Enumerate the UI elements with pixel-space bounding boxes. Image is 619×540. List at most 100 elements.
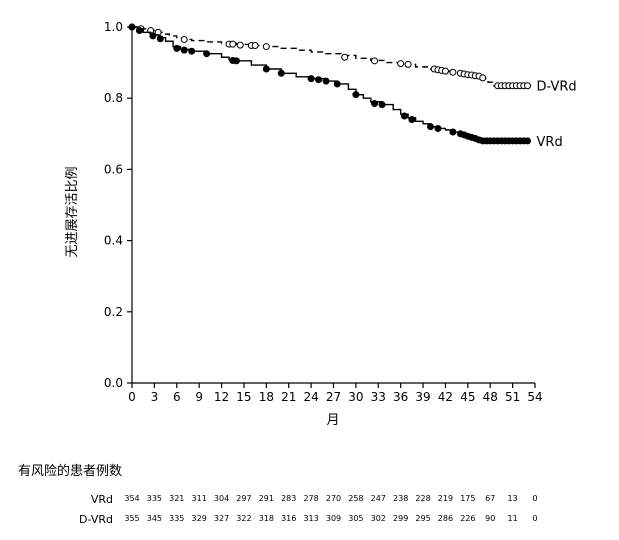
censor-mark-d-vrd (524, 82, 532, 90)
x-tick-label: 39 (415, 390, 430, 404)
censor-mark-vrd (180, 46, 188, 54)
censor-mark-vrd (352, 91, 360, 99)
censor-mark-vrd (378, 101, 386, 109)
x-tick-label: 9 (195, 390, 203, 404)
censor-mark-vrd (307, 75, 315, 83)
risk-count: 283 (281, 494, 297, 503)
risk-count: 345 (146, 514, 163, 523)
series-line-d-vrd (132, 26, 528, 87)
x-tick-label: 48 (483, 390, 498, 404)
censor-mark-vrd (277, 69, 285, 77)
risk-count: 354 (124, 494, 140, 503)
censor-mark-vrd (427, 123, 435, 131)
censor-mark-vrd (173, 44, 181, 52)
risk-table-title: 有风险的患者例数 (18, 464, 123, 479)
risk-count: 299 (393, 514, 409, 523)
censor-mark-vrd (408, 116, 416, 124)
risk-count: 247 (370, 494, 386, 503)
censor-mark-vrd (371, 100, 379, 108)
risk-count: 318 (258, 514, 274, 523)
y-tick-label: 0.8 (104, 91, 123, 105)
censor-mark-vrd (188, 47, 196, 55)
risk-count: 335 (146, 494, 163, 503)
x-tick-label: 33 (371, 390, 386, 404)
series-label-d-vrd: D-VRd (537, 80, 577, 95)
risk-count: 322 (236, 514, 252, 523)
risk-count: 309 (325, 514, 342, 523)
risk-row-label: D-VRd (79, 513, 113, 526)
series-label-vrd: VRd (537, 135, 563, 150)
censor-mark-d-vrd (229, 40, 237, 48)
x-tick-label: 54 (527, 390, 542, 404)
censor-mark-d-vrd (180, 35, 188, 43)
censor-mark-vrd (333, 80, 341, 88)
risk-row: D-VRd 355 345 335 329 327 322 318 316 313 309 305 30… (0, 513, 619, 527)
x-axis-label: 月 (326, 413, 339, 428)
x-tick-label: 30 (348, 390, 363, 404)
x-tick-label: 51 (505, 390, 520, 404)
risk-count: 311 (191, 494, 207, 503)
censor-mark-vrd (203, 50, 211, 58)
x-tick-label: 6 (173, 390, 181, 404)
risk-count: 335 (169, 514, 185, 523)
risk-count: 226 (460, 514, 476, 523)
x-tick-label: 12 (214, 390, 229, 404)
risk-count: 329 (191, 514, 207, 523)
risk-row-label: VRd (90, 493, 113, 506)
risk-count: 321 (169, 494, 185, 503)
km-chart: 无进展存活比例 月 0 3 6 9 12 15 18 21 24 27 30 33 36 39 42 45 48… (65, 20, 577, 428)
risk-count: 327 (213, 514, 230, 523)
censor-mark-d-vrd (371, 57, 379, 65)
risk-count: 90 (485, 514, 496, 523)
risk-count: 278 (303, 494, 319, 503)
censor-mark-vrd (232, 57, 240, 65)
risk-count: 305 (348, 514, 364, 523)
risk-count: 286 (437, 514, 454, 523)
censor-mark-d-vrd (397, 60, 405, 68)
censor-mark-d-vrd (479, 74, 487, 82)
y-tick-label: 0.4 (104, 234, 123, 248)
risk-count: 0 (532, 494, 538, 503)
censor-mark-d-vrd (262, 43, 270, 51)
risk-count: 13 (507, 494, 518, 503)
risk-count: 302 (370, 514, 386, 523)
y-tick-label: 1.0 (104, 20, 123, 34)
censor-mark-vrd (322, 77, 330, 85)
risk-count: 219 (437, 494, 454, 503)
x-tick-label: 36 (393, 390, 408, 404)
x-tick-label: 21 (281, 390, 296, 404)
x-tick-label: 18 (259, 390, 274, 404)
x-tick-label: 15 (236, 390, 251, 404)
x-tick-label: 0 (128, 390, 136, 404)
censor-mark-vrd (128, 23, 136, 31)
censor-mark-vrd (449, 128, 457, 136)
x-tick-label: 3 (151, 390, 159, 404)
censor-mark-vrd (156, 35, 164, 43)
risk-count: 228 (415, 494, 431, 503)
censor-mark-d-vrd (404, 60, 412, 68)
survival-curves: D-VRd VRd (128, 23, 577, 150)
series-line-vrd (132, 26, 528, 142)
risk-count: 295 (415, 514, 431, 523)
risk-count: 67 (485, 494, 496, 503)
censor-mark-d-vrd (449, 68, 457, 76)
censor-mark-vrd (135, 27, 143, 35)
censor-mark-d-vrd (341, 53, 349, 61)
censor-mark-d-vrd (251, 42, 259, 50)
censor-mark-vrd (149, 32, 157, 40)
axis-ticks: 0 3 6 9 12 15 18 21 24 27 30 33 36 39 42 45 48 51 540.00.2… (104, 20, 543, 404)
censor-mark-vrd (524, 137, 532, 145)
censor-mark-vrd (434, 124, 442, 132)
risk-count: 0 (532, 514, 538, 523)
y-tick-label: 0.6 (104, 162, 123, 176)
censor-mark-d-vrd (441, 67, 449, 75)
risk-count: 316 (281, 514, 297, 523)
risk-count: 238 (393, 494, 409, 503)
censor-mark-vrd (262, 65, 270, 73)
y-axis-label: 无进展存活比例 (65, 166, 80, 257)
censor-mark-vrd (400, 112, 408, 120)
risk-count: 270 (325, 494, 342, 503)
x-tick-label: 24 (303, 390, 318, 404)
x-tick-label: 45 (460, 390, 475, 404)
risk-count: 291 (258, 494, 274, 503)
